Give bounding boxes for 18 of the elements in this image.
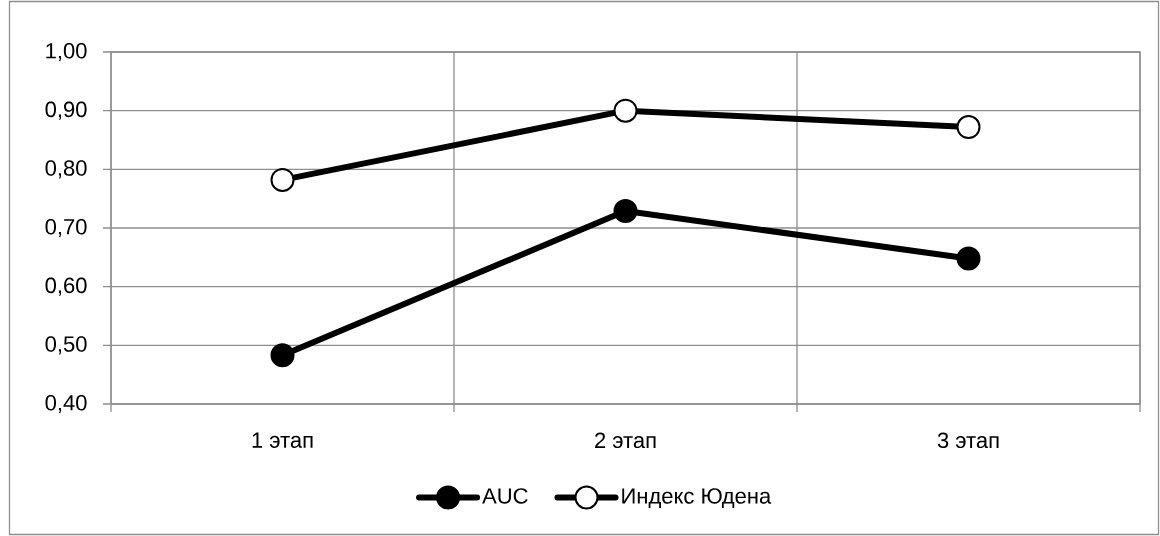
x-tick-label: 1 этап [252, 432, 313, 448]
y-tick-label: 0,60 [45, 277, 87, 296]
y-tick-label: 1,00 [46, 42, 87, 62]
point [270, 343, 295, 368]
y-tick-label: 0,70 [45, 218, 87, 238]
point [613, 98, 638, 123]
y-tick-label: 0,80 [45, 160, 87, 179]
point [270, 167, 295, 192]
legend-label: Индекс Юдена [622, 488, 772, 508]
point [956, 115, 981, 140]
legend-label: AUC [482, 488, 528, 504]
point [956, 246, 981, 271]
x-tick-label: 2 этап [595, 432, 656, 449]
y-tick-label: 0,40 [45, 394, 87, 414]
point [613, 198, 638, 223]
y-tick-label: 0,50 [45, 336, 87, 355]
x-tick-label: 3 этап [937, 432, 999, 449]
y-tick-label: 0,90 [45, 101, 87, 120]
